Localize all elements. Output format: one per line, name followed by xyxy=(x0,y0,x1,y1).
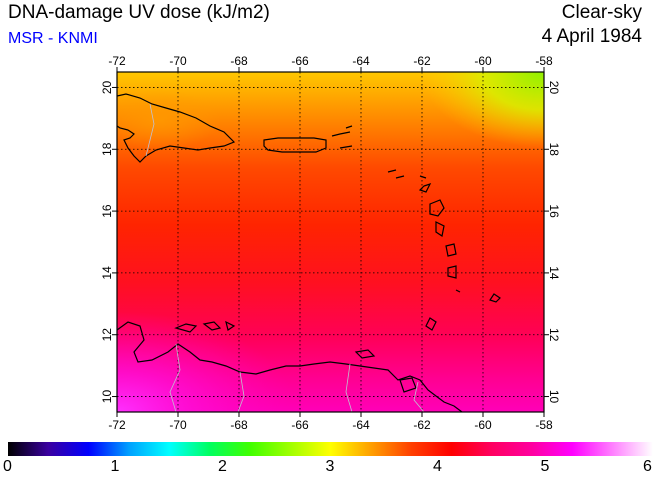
lon-label-bottom: -62 xyxy=(413,418,431,432)
lat-label-right: 12 xyxy=(547,328,561,342)
lat-label-right: 14 xyxy=(547,266,561,280)
puerto-rico-coast xyxy=(263,137,327,153)
trinidad-coast xyxy=(399,377,417,393)
lon-label-top: -70 xyxy=(169,54,187,68)
lon-label-top: -58 xyxy=(535,54,553,68)
colorbar-tick-label: 3 xyxy=(325,458,335,475)
source-label: MSR - KNMI xyxy=(8,30,98,47)
map-title: DNA-damage UV dose (kJ/m2) xyxy=(8,2,270,23)
lon-label-top: -64 xyxy=(352,54,370,68)
hispaniola-coast xyxy=(117,93,236,163)
tick-marks xyxy=(112,67,549,417)
lat-labels-left: 10 12 14 16 18 20 xyxy=(100,80,114,403)
lon-labels-top: -72 -70 -68 -66 -64 -62 -60 -58 xyxy=(108,54,553,68)
lon-label-bottom: -68 xyxy=(230,418,248,432)
colorbar-tick-label: 0 xyxy=(3,458,12,475)
colorbar-tick-label: 4 xyxy=(433,458,442,475)
venezuela-coast xyxy=(117,321,463,412)
lon-label-bottom: -70 xyxy=(169,418,187,432)
margarita-island-coast xyxy=(354,349,376,359)
lon-label-bottom: -64 xyxy=(352,418,370,432)
virgin-islands-coast xyxy=(331,125,353,149)
lon-labels-bottom: -72 -70 -68 -66 -64 -62 -60 -58 xyxy=(108,418,553,432)
lat-label-left: 10 xyxy=(100,390,114,404)
lat-label-right: 10 xyxy=(547,390,561,404)
aruba-curacao-coast xyxy=(174,320,236,333)
uv-field xyxy=(117,72,544,412)
lat-label-left: 12 xyxy=(100,328,114,342)
lat-label-left: 18 xyxy=(100,142,114,156)
lon-label-bottom: -60 xyxy=(474,418,492,432)
lon-label-top: -72 xyxy=(108,54,126,68)
lon-label-top: -66 xyxy=(291,54,309,68)
coastlines xyxy=(117,93,501,412)
lon-label-top: -68 xyxy=(230,54,248,68)
lat-label-left: 16 xyxy=(100,204,114,218)
date-label: 4 April 1984 xyxy=(541,26,642,47)
sky-condition-label: Clear-sky xyxy=(561,2,642,23)
colorbar xyxy=(8,442,653,456)
lat-label-left: 14 xyxy=(100,266,114,280)
lesser-antilles-coast xyxy=(387,169,501,331)
lon-label-top: -60 xyxy=(474,54,492,68)
lon-label-bottom: -58 xyxy=(535,418,553,432)
colorbar-tick-label: 2 xyxy=(218,458,227,475)
colorbar-tick-label: 5 xyxy=(540,458,550,475)
map-frame xyxy=(116,71,545,413)
lon-label-bottom: -72 xyxy=(108,418,126,432)
lon-label-top: -62 xyxy=(413,54,431,68)
colorbar-tick-label: 6 xyxy=(643,458,652,475)
borders xyxy=(145,103,425,412)
lat-labels-right: 10 12 14 16 18 20 xyxy=(547,81,561,404)
lon-label-bottom: -66 xyxy=(291,418,309,432)
lat-label-left: 20 xyxy=(100,80,114,94)
uv-dose-map: -72 -70 -68 -66 -64 -62 -60 -58 -72 -70 -68 -66 -64… xyxy=(100,54,561,432)
colorbar-tick-label: 1 xyxy=(110,458,120,475)
lat-label-right: 18 xyxy=(547,143,561,157)
lat-label-right: 16 xyxy=(547,204,561,218)
lat-label-right: 20 xyxy=(547,81,561,95)
